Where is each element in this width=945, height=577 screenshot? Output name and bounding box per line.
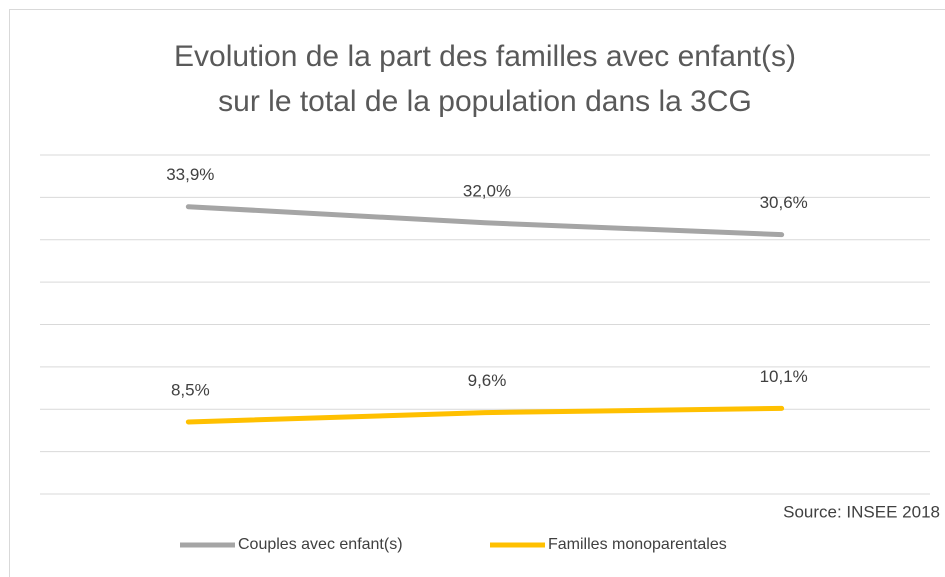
chart-title: sur le total de la population dans la 3C… [218,85,752,118]
chart-frame [9,9,945,577]
series-line [185,405,785,425]
data-label: 32,0% [463,181,511,200]
legend-label: Couples avec enfant(s) [238,536,403,553]
series-line [185,204,785,238]
chart-title: Evolution de la part des familles avec e… [174,40,796,73]
data-label: 30,6% [760,193,808,212]
data-label: 33,9% [166,165,214,184]
legend-label: Familles monoparentales [548,536,727,553]
source-note: Source: INSEE 2018 [783,502,940,521]
data-label: 9,6% [468,371,507,390]
data-label: 10,1% [760,367,808,386]
data-label: 8,5% [171,380,210,399]
